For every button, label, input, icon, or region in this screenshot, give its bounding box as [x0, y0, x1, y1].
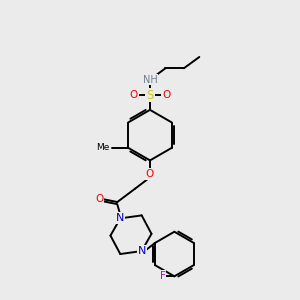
Text: O: O	[130, 90, 138, 100]
Text: O: O	[95, 194, 104, 204]
Text: N: N	[137, 246, 146, 256]
Text: F: F	[160, 271, 165, 281]
Text: Me: Me	[96, 143, 110, 152]
Text: O: O	[162, 90, 170, 100]
Text: N: N	[116, 213, 124, 224]
Text: S: S	[146, 88, 154, 101]
Text: NH: NH	[142, 75, 158, 85]
Text: O: O	[146, 169, 154, 179]
